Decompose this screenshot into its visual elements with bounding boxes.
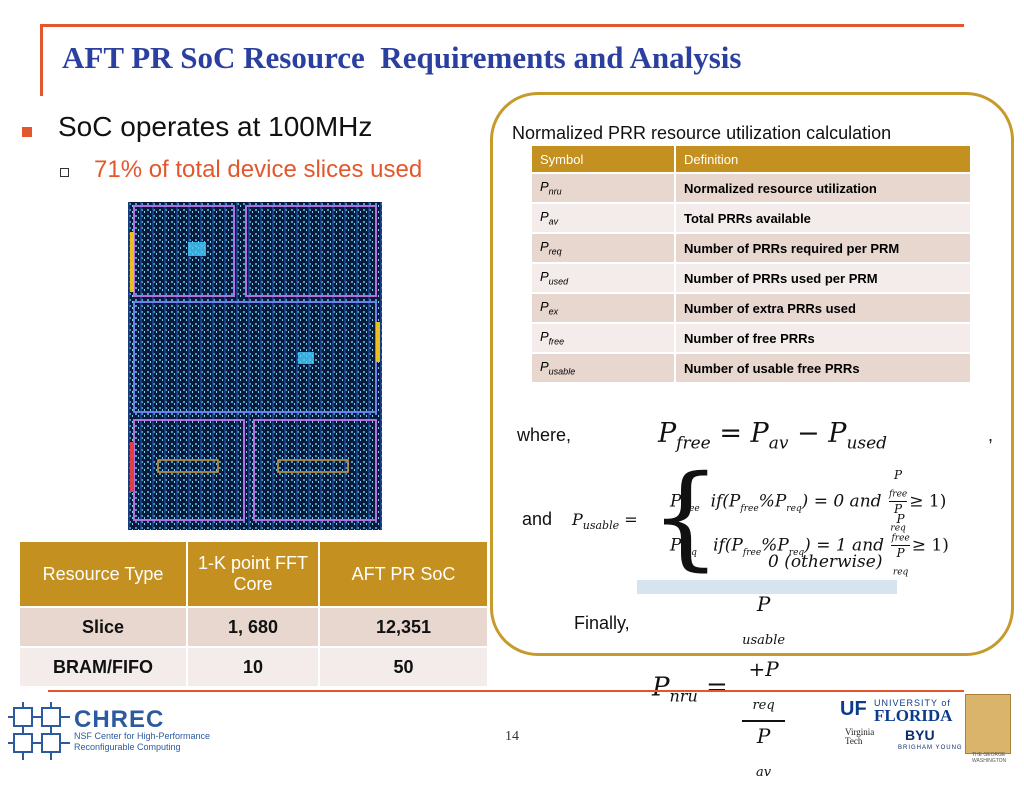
symbol-cell: Pusable	[532, 352, 676, 382]
resource-table-header: Resource Type	[20, 542, 188, 607]
chrec-logo	[8, 702, 248, 762]
equation-free: Pfree = Pav − Pused	[658, 418, 888, 454]
finally-label: Finally,	[574, 613, 630, 633]
table-cell: BRAM/FIFO	[20, 646, 188, 686]
resource-table-header: AFT PR SoC	[319, 542, 489, 607]
definition-cell: Number of free PRRs	[675, 322, 972, 353]
table-row: Pex Number of extra PRRs used	[532, 292, 972, 323]
table-cell: 12,351	[319, 606, 489, 647]
uf-logo-mark: UF	[840, 698, 867, 720]
definition-cell: Number of extra PRRs used	[675, 292, 972, 323]
symbol-cell: Preq	[532, 232, 676, 263]
comma-label: ,	[988, 425, 994, 445]
table-row: Slice 1, 680 12,351	[20, 606, 489, 647]
chrec-name: CHREC	[74, 706, 165, 733]
slide-title: AFT PR SoC Resource Requirements and Ana…	[62, 40, 742, 75]
table-cell: Slice	[20, 606, 188, 647]
uf-florida-text: FLORIDA	[874, 706, 953, 725]
table-row: Pusable Number of usable free PRRs	[532, 352, 972, 382]
analysis-frame	[490, 92, 1014, 656]
definition-cell: Total PRRs available	[675, 202, 972, 233]
table-row: Pused Number of PRRs used per PRM	[532, 262, 972, 293]
fpga-floorplan-image	[128, 202, 382, 530]
resource-table-header: 1-K point FFT Core	[187, 542, 320, 607]
symbol-table-header: Symbol	[532, 146, 676, 173]
header-top-rule	[40, 24, 964, 27]
footer-rule	[48, 690, 964, 692]
table-cell: 10	[187, 646, 320, 686]
table-row: Pfree Number of free PRRs	[532, 322, 972, 353]
where-label: where,	[517, 425, 572, 445]
symbol-cell: Pfree	[532, 322, 676, 353]
table-row: BRAM/FIFO 10 50	[20, 646, 489, 686]
table-row: Pav Total PRRs available	[532, 202, 972, 233]
table-row: Preq Number of PRRs required per PRM	[532, 232, 972, 263]
vt-logo: Virginia Tech	[845, 727, 875, 746]
symbol-table-header: Definition	[675, 146, 972, 173]
definition-cell: Number of PRRs required per PRM	[675, 232, 972, 263]
bullet-level2: 71% of total device slices used	[94, 156, 423, 183]
symbol-cell: Pav	[532, 202, 676, 233]
highlight-bar	[637, 580, 897, 594]
bullet-hollow-square-icon	[60, 168, 69, 177]
symbol-table: Symbol Definition Pnru Normalized resour…	[532, 146, 972, 382]
equation-usable-lhs: Pusable =	[572, 510, 638, 533]
symbol-cell: Pused	[532, 262, 676, 293]
analysis-heading: Normalized PRR resource utilization calc…	[512, 123, 892, 143]
definition-cell: Number of PRRs used per PRM	[675, 262, 972, 293]
chrec-chip-icon	[8, 702, 70, 760]
and-label: and	[522, 509, 553, 529]
byu-logo: BYU	[905, 727, 935, 743]
bullet-level1: SoC operates at 100MHz	[58, 111, 373, 142]
byu-subtitle: BRIGHAM YOUNG	[898, 745, 963, 751]
symbol-cell: Pex	[532, 292, 676, 323]
gwu-portrait-logo	[965, 694, 1011, 754]
header-left-rule	[40, 24, 43, 96]
symbol-cell: Pnru	[532, 172, 676, 203]
cases-brace-icon: {	[650, 452, 722, 582]
gwu-text: THE GEORGE WASHINGTON	[972, 752, 1007, 764]
page-number: 14	[505, 729, 519, 744]
resource-table: Resource Type 1-K point FFT Core AFT PR …	[20, 542, 489, 686]
definition-cell: Number of usable free PRRs	[675, 352, 972, 382]
uf-university-text: UNIVERSITY of	[874, 698, 951, 708]
chrec-subtitle: NSF Center for High-Performance Reconfigu…	[74, 731, 211, 752]
bullet-square-icon	[22, 127, 32, 137]
table-cell: 50	[319, 646, 489, 686]
table-row: Pnru Normalized resource utilization	[532, 172, 972, 203]
equation-usable-case3: 0 (otherwise)	[768, 552, 883, 572]
table-cell: 1, 680	[187, 606, 320, 647]
definition-cell: Normalized resource utilization	[675, 172, 972, 203]
fpga-floorplan-graphic	[128, 202, 382, 530]
